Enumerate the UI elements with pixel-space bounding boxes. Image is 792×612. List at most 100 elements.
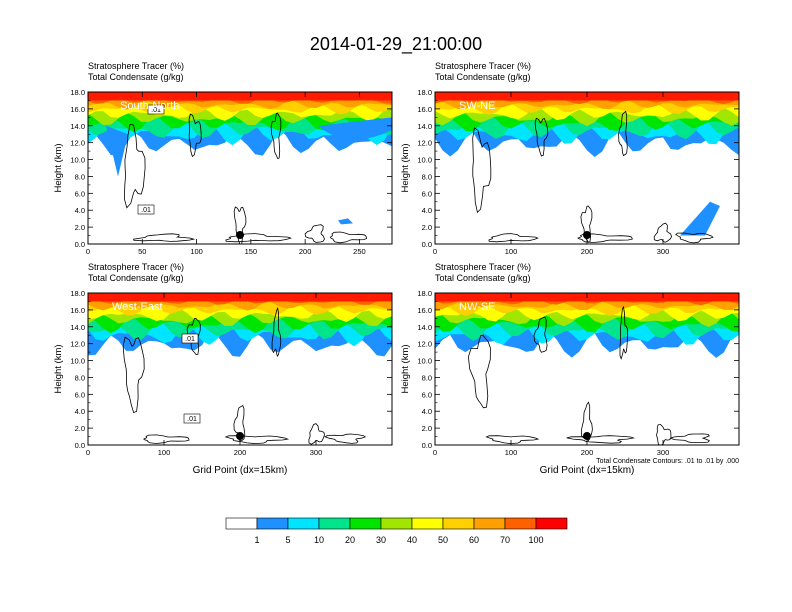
panel-4: Stratosphere Tracer (%)Total Condensate … [400, 262, 740, 476]
x-tick-label: 100 [505, 247, 518, 256]
x-tick-label: 0 [86, 448, 90, 457]
y-tick-label: 16.0 [70, 306, 85, 315]
contour-label: .01 [151, 107, 161, 114]
panel-title-condensate: Total Condensate (g/kg) [88, 72, 184, 82]
tracer-patch [680, 201, 720, 236]
colorbar-swatch [504, 517, 537, 530]
y-tick-label: 2.0 [75, 223, 85, 232]
condensate-contour [577, 233, 633, 243]
panel-3: Stratosphere Tracer (%)Total Condensate … [53, 262, 393, 476]
colorbar-swatch [318, 517, 351, 530]
x-axis-label: Grid Point (dx=15km) [540, 465, 635, 476]
condensate-contour [329, 231, 367, 244]
condensate-contour [188, 113, 202, 158]
y-tick-label: 18.0 [417, 88, 432, 97]
panel-title-tracer: Stratosphere Tracer (%) [435, 262, 531, 272]
x-tick-label: 200 [234, 448, 247, 457]
y-tick-label: 14.0 [417, 323, 432, 332]
y-tick-label: 16.0 [417, 306, 432, 315]
condensate-contour [656, 424, 672, 445]
contour-label-box [183, 413, 201, 424]
x-tick-label: 300 [310, 448, 323, 457]
condensate-contour [653, 222, 673, 243]
contour-label-box [147, 104, 165, 115]
x-tick-label: 100 [190, 247, 203, 256]
y-tick-label: 0.0 [422, 441, 432, 450]
colorbar-label: 40 [407, 535, 417, 545]
page-title: 2014-01-29_21:00:00 [310, 34, 482, 55]
condensate-contour [669, 433, 710, 443]
x-tick-label: 50 [138, 247, 146, 256]
tracer-field [88, 92, 392, 225]
panel-title-tracer: Stratosphere Tracer (%) [88, 61, 184, 71]
colorbar-label: 1 [254, 535, 259, 545]
y-tick-label: 10.0 [417, 357, 432, 366]
condensate-contour [472, 127, 492, 214]
colorbar-swatch [380, 517, 413, 530]
y-tick-label: 14.0 [70, 122, 85, 131]
x-tick-label: 100 [505, 448, 518, 457]
panel-label: South-North [120, 100, 179, 112]
colorbar-swatch [442, 517, 475, 530]
tracer-tongue [318, 117, 392, 140]
y-tick-label: 6.0 [422, 189, 432, 198]
tracer-field [88, 293, 392, 357]
condensate-contour [619, 305, 629, 360]
location-marker [236, 432, 244, 440]
colorbar-label: 10 [314, 535, 324, 545]
condensate-contour [225, 233, 292, 243]
panel-2: Stratosphere Tracer (%)Total Condensate … [400, 61, 740, 256]
colorbar-swatch [256, 517, 289, 530]
colorbar-label: 5 [285, 535, 290, 545]
y-tick-label: 4.0 [422, 206, 432, 215]
y-tick-label: 0.0 [75, 441, 85, 450]
x-tick-label: 300 [657, 448, 670, 457]
y-tick-label: 10.0 [70, 357, 85, 366]
tracer-band-max [88, 92, 392, 101]
panel-title-condensate: Total Condensate (g/kg) [435, 273, 531, 283]
tracer-field [435, 92, 739, 236]
condensate-contour [224, 435, 290, 445]
colorbar-swatch [473, 517, 506, 530]
y-tick-label: 2.0 [422, 223, 432, 232]
condensate-contour [324, 433, 367, 444]
condensate-contour [618, 110, 628, 157]
panel-title-condensate: Total Condensate (g/kg) [88, 273, 184, 283]
y-tick-label: 4.0 [75, 206, 85, 215]
colorbar-swatch [287, 517, 320, 530]
y-tick-label: 10.0 [417, 156, 432, 165]
y-tick-label: 16.0 [417, 105, 432, 114]
y-tick-label: 8.0 [75, 373, 85, 382]
condensate-contour [534, 117, 549, 157]
colorbar-label: 50 [438, 535, 448, 545]
y-tick-label: 18.0 [70, 289, 85, 298]
colorbar-swatch [225, 517, 258, 530]
x-tick-label: 200 [299, 247, 312, 256]
condensate-contours [122, 307, 367, 445]
tracer-field [435, 293, 739, 358]
y-axis-label: Height (km) [53, 143, 64, 192]
condensate-contour [581, 401, 593, 442]
y-axis-label: Height (km) [53, 344, 64, 393]
condensate-contour [304, 224, 325, 243]
condensate-contours [472, 110, 714, 244]
x-axis-label: Grid Point (dx=15km) [193, 465, 288, 476]
condensate-contour [566, 435, 636, 444]
colorbar-label: 30 [376, 535, 386, 545]
y-tick-label: 4.0 [75, 407, 85, 416]
condensate-contour [270, 112, 282, 159]
condensate-contour [123, 123, 146, 209]
condensate-contour [233, 206, 247, 244]
condensate-contour [271, 307, 282, 358]
condensate-contour [533, 316, 548, 353]
y-tick-label: 18.0 [417, 289, 432, 298]
y-tick-label: 16.0 [70, 105, 85, 114]
condensate-contour [143, 434, 190, 444]
colorbar-label: 20 [345, 535, 355, 545]
y-tick-label: 8.0 [75, 172, 85, 181]
y-tick-label: 14.0 [70, 323, 85, 332]
panel-label: SW-NE [459, 100, 495, 112]
tracer-patch [505, 342, 519, 347]
y-tick-label: 8.0 [422, 373, 432, 382]
